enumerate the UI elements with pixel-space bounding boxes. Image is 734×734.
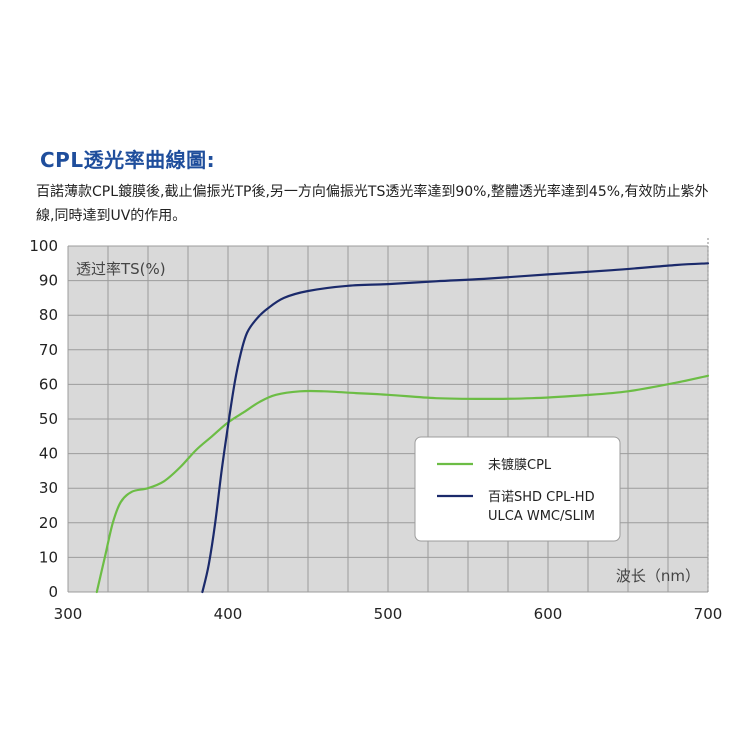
x-tick-700: 700: [694, 605, 723, 623]
y-tick-50: 50: [39, 410, 58, 428]
x-axis-label: 波长（nm）: [616, 567, 700, 585]
series-lines: [95, 262, 710, 594]
series-line-0: [95, 374, 710, 594]
series-line-1: [201, 262, 710, 594]
y-tick-30: 30: [39, 479, 58, 497]
legend-label-shd-cpl: 百诺SHD CPL-HD ULCA WMC/SLIM: [488, 490, 595, 524]
legend-box: [414, 436, 621, 542]
legend-label-uncoated-cpl: 未镀膜CPL: [488, 457, 552, 473]
x-tick-300: 300: [54, 605, 83, 623]
legend-label-shd-cpl-line2: ULCA WMC/SLIM: [488, 509, 595, 524]
x-tick-600: 600: [534, 605, 563, 623]
x-tick-400: 400: [214, 605, 243, 623]
y-tick-40: 40: [39, 445, 58, 463]
y-tick-90: 90: [39, 272, 58, 290]
grid-lines: [67, 238, 709, 593]
y-tick-100: 100: [29, 237, 58, 255]
y-tick-0: 0: [48, 583, 58, 601]
x-tick-500: 500: [374, 605, 403, 623]
y-tick-80: 80: [39, 306, 58, 324]
chart-heading: CPL透光率曲線圖:: [40, 148, 216, 172]
y-tick-60: 60: [39, 375, 58, 393]
legend-label-shd-cpl-line1: 百诺SHD CPL-HD: [488, 490, 595, 505]
legend: 未镀膜CPL 百诺SHD CPL-HD ULCA WMC/SLIM: [414, 436, 621, 542]
y-tick-20: 20: [39, 514, 58, 532]
chart-description: 百諾薄款CPL鍍膜後,截止偏振光TP後,另一方向偏振光TS透光率達到90%,整體…: [36, 184, 709, 224]
y-axis-label: 透过率TS(%): [76, 260, 166, 278]
y-tick-70: 70: [39, 341, 58, 359]
y-tick-10: 10: [39, 548, 58, 566]
y-tick-labels: 0 10 20 30 40 50 60 70 80 90 100: [29, 237, 58, 601]
x-tick-labels: 300 400 500 600 700: [54, 605, 723, 623]
